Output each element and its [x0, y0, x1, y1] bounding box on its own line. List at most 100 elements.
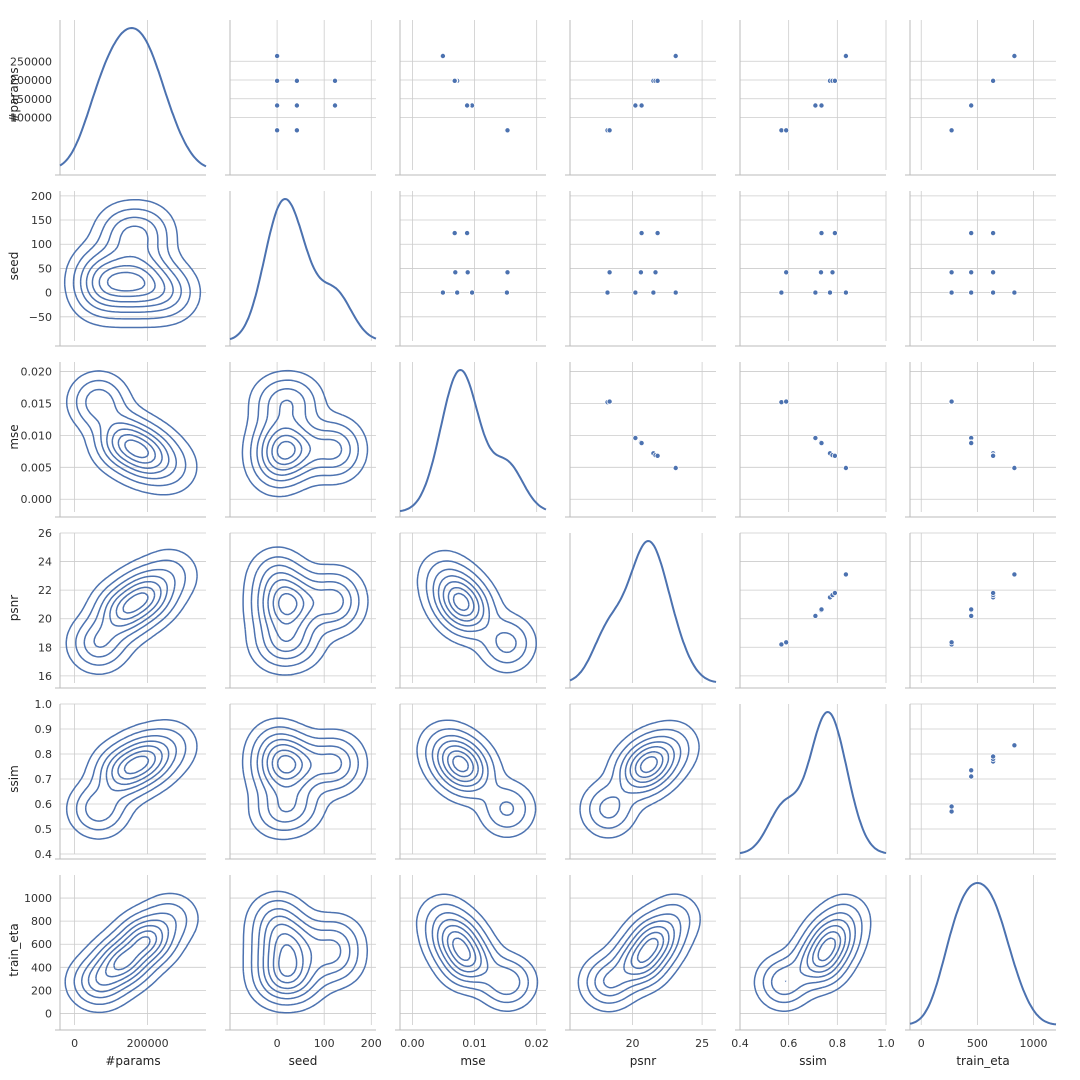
- kde-contour: [441, 924, 482, 973]
- kde-contour: [73, 903, 188, 1006]
- scatter-point: [672, 289, 679, 296]
- x-axis-label-seed: seed: [289, 1054, 318, 1068]
- panel-params-vs-seed: [225, 20, 376, 176]
- scatter-point: [504, 127, 511, 134]
- panel-seed-vs-train-eta: [905, 191, 1056, 347]
- y-tick-label: 0: [45, 1007, 52, 1020]
- panel-params-vs-psnr: [565, 20, 716, 176]
- scatter-point: [968, 102, 975, 109]
- x-axis-label-mse: mse: [460, 1054, 485, 1068]
- scatter-point: [454, 289, 461, 296]
- kde-contour: [104, 930, 158, 978]
- kde-contour: [425, 560, 528, 664]
- kde-contour: [241, 717, 369, 841]
- scatter-point: [783, 398, 790, 405]
- kde-contour: [256, 388, 351, 482]
- scatter-point: [778, 641, 785, 648]
- scatter-point: [632, 289, 639, 296]
- scatter-point: [990, 452, 997, 459]
- kde-contour: [123, 755, 150, 775]
- scatter-point: [990, 77, 997, 84]
- y-tick-label: 150000: [10, 93, 52, 106]
- x-tick-label: 1.0: [877, 1037, 895, 1050]
- scatter-point: [818, 102, 825, 109]
- kde-contour: [276, 440, 296, 460]
- panel-train-eta-vs-psnr: [565, 875, 716, 1031]
- scatter-point: [948, 269, 955, 276]
- kde-contour: [84, 735, 178, 822]
- y-axis-label-params: #params: [7, 67, 21, 122]
- x-axis-label-psnr: psnr: [630, 1054, 656, 1068]
- kde-contour: [65, 548, 198, 676]
- scatter-point: [827, 289, 834, 296]
- panel-psnr-vs-seed: [225, 532, 376, 689]
- kde-contour: [451, 937, 471, 962]
- kde-contour: [106, 422, 170, 474]
- scatter-point: [451, 230, 458, 237]
- kde-curve-psnr: [569, 539, 717, 683]
- kde-contour: [639, 756, 658, 774]
- kde-contour: [276, 754, 297, 774]
- scatter-point: [948, 639, 955, 646]
- panel-psnr-vs-train-eta: [905, 532, 1056, 689]
- x-tick-label: 500: [967, 1037, 988, 1050]
- kde-curve-seed: [229, 197, 377, 341]
- scatter-point: [654, 230, 661, 237]
- panel-seed-vs-psnr: [565, 191, 716, 347]
- y-tick-label: 24: [38, 556, 52, 569]
- panel-mse-vs-mse: [395, 362, 547, 518]
- scatter-point: [818, 606, 825, 613]
- y-tick-label: 0.5: [35, 823, 53, 836]
- panel-ssim-vs-params: [55, 703, 206, 860]
- kde-contour: [436, 740, 484, 787]
- kde-contour: [602, 920, 675, 989]
- y-tick-label: 16: [38, 670, 52, 683]
- kde-contour: [64, 892, 199, 1014]
- kde-contour: [416, 719, 537, 839]
- kde-contour: [75, 559, 187, 666]
- kde-contour: [91, 255, 166, 303]
- y-tick-label: 400: [31, 961, 52, 974]
- kde-contour: [452, 755, 470, 773]
- kde-contour: [452, 592, 470, 612]
- scatter-point: [783, 639, 790, 646]
- scatter-point: [818, 440, 825, 447]
- y-tick-label: 0.015: [21, 397, 53, 410]
- y-tick-label: 100: [31, 238, 52, 251]
- scatter-point: [778, 289, 785, 296]
- scatter-point: [812, 434, 819, 441]
- scatter-point: [968, 230, 975, 237]
- y-tick-label: 0.000: [21, 493, 53, 506]
- kde-contour: [817, 937, 837, 962]
- y-tick-label: 1.0: [35, 698, 53, 711]
- scatter-point: [842, 53, 849, 60]
- kde-contour: [811, 931, 842, 968]
- y-tick-label: 0: [45, 287, 52, 300]
- scatter-point: [831, 230, 838, 237]
- scatter-point: [842, 571, 849, 578]
- kde-contour: [271, 749, 303, 780]
- kde-contour: [122, 592, 149, 614]
- panel-train-eta-vs-seed: [225, 875, 376, 1031]
- scatter-point: [948, 289, 955, 296]
- kde-curve-ssim: [739, 710, 887, 855]
- kde-contour: [267, 923, 313, 990]
- kde-contour: [272, 586, 305, 625]
- kde-contour: [115, 586, 156, 621]
- kde-contour: [441, 745, 479, 783]
- scatter-point: [637, 269, 644, 276]
- scatter-point: [968, 289, 975, 296]
- panel-seed-vs-mse: [395, 191, 546, 347]
- scatter-point: [293, 102, 300, 109]
- scatter-point: [990, 289, 997, 296]
- panel-params-vs-train-eta: [905, 20, 1056, 176]
- y-axis-label-mse: mse: [7, 424, 21, 449]
- kde-contour: [266, 427, 312, 471]
- panel-seed-vs-ssim: [735, 191, 887, 347]
- kde-contour: [80, 912, 177, 999]
- scatter-point: [604, 289, 611, 296]
- y-tick-label: 100000: [10, 112, 52, 125]
- scatter-point: [439, 289, 446, 296]
- kde-contour: [113, 936, 151, 971]
